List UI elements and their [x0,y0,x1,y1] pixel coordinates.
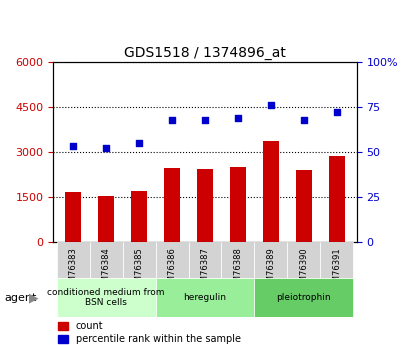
FancyBboxPatch shape [188,241,221,278]
Point [234,115,240,120]
FancyBboxPatch shape [155,278,254,317]
Text: GSM76387: GSM76387 [200,247,209,293]
Text: ▶: ▶ [29,291,38,304]
Point [70,144,76,149]
Bar [295,170,311,242]
FancyBboxPatch shape [254,241,287,278]
Text: pleiotrophin: pleiotrophin [276,293,330,302]
FancyBboxPatch shape [122,241,155,278]
Bar [229,167,246,241]
Text: GSM76388: GSM76388 [233,247,242,293]
Text: GSM76390: GSM76390 [299,247,308,293]
Bar [65,192,81,242]
Text: agent: agent [4,293,36,303]
Bar [163,168,180,241]
FancyBboxPatch shape [155,241,188,278]
Point [135,140,142,146]
FancyBboxPatch shape [254,278,353,317]
Text: GSM76385: GSM76385 [134,247,143,293]
FancyBboxPatch shape [221,241,254,278]
Text: conditioned medium from
BSN cells: conditioned medium from BSN cells [47,288,164,307]
Bar [196,169,213,241]
Text: GSM76391: GSM76391 [332,247,341,293]
Text: GSM76384: GSM76384 [101,247,110,293]
FancyBboxPatch shape [56,278,155,317]
Text: GSM76383: GSM76383 [68,247,77,293]
Point [103,146,109,151]
Bar [98,196,114,241]
Point [300,117,306,122]
Bar [262,141,279,242]
FancyBboxPatch shape [320,241,353,278]
Bar [328,156,344,242]
Point [201,117,208,122]
Point [267,102,274,108]
FancyBboxPatch shape [89,241,122,278]
Legend: count, percentile rank within the sample: count, percentile rank within the sample [58,322,240,344]
Text: GSM76386: GSM76386 [167,247,176,293]
FancyBboxPatch shape [56,241,89,278]
Bar [130,191,147,242]
Text: GSM76389: GSM76389 [266,247,275,293]
Text: heregulin: heregulin [183,293,226,302]
Point [169,117,175,122]
Title: GDS1518 / 1374896_at: GDS1518 / 1374896_at [124,46,285,60]
Point [333,110,339,115]
FancyBboxPatch shape [287,241,320,278]
